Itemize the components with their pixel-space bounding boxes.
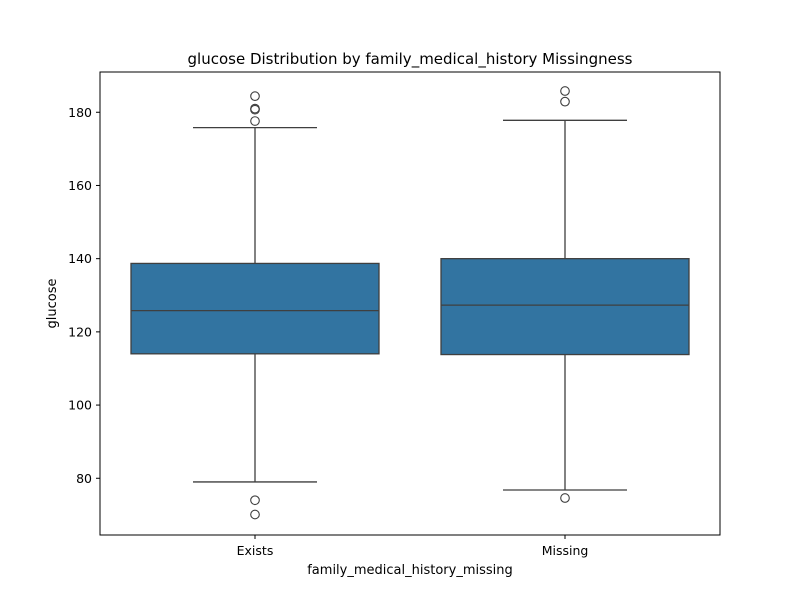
outlier-point bbox=[560, 493, 570, 503]
box-group bbox=[440, 86, 690, 503]
x-axis: Exists Missing bbox=[237, 535, 589, 558]
y-tick-label: 180 bbox=[68, 105, 92, 120]
y-tick-label: 160 bbox=[68, 178, 92, 193]
outlier-point bbox=[250, 91, 260, 102]
box-iqr bbox=[440, 258, 690, 356]
axes-frame bbox=[99, 71, 721, 536]
box-group bbox=[130, 91, 380, 520]
outlier-point bbox=[560, 86, 570, 96]
y-tick-label: 120 bbox=[68, 324, 92, 339]
x-tick-label: Exists bbox=[237, 543, 274, 558]
y-axis-label: glucose bbox=[45, 279, 60, 329]
outlier-point bbox=[250, 495, 260, 506]
y-tick-label: 140 bbox=[68, 251, 92, 266]
y-tick-label: 80 bbox=[76, 471, 92, 486]
outlier-point bbox=[250, 116, 260, 126]
y-tick-label: 100 bbox=[68, 398, 92, 413]
outlier-point bbox=[250, 104, 260, 115]
outlier-point bbox=[560, 96, 570, 107]
y-axis: 80 100 120 140 160 180 bbox=[68, 105, 100, 486]
plot-area bbox=[130, 86, 690, 520]
chart-title: glucose Distribution by family_medical_h… bbox=[188, 50, 633, 69]
x-tick-label: Missing bbox=[542, 543, 589, 558]
box-iqr bbox=[130, 262, 380, 355]
outlier-point bbox=[250, 509, 260, 520]
x-axis-label: family_medical_history_missing bbox=[307, 563, 513, 578]
